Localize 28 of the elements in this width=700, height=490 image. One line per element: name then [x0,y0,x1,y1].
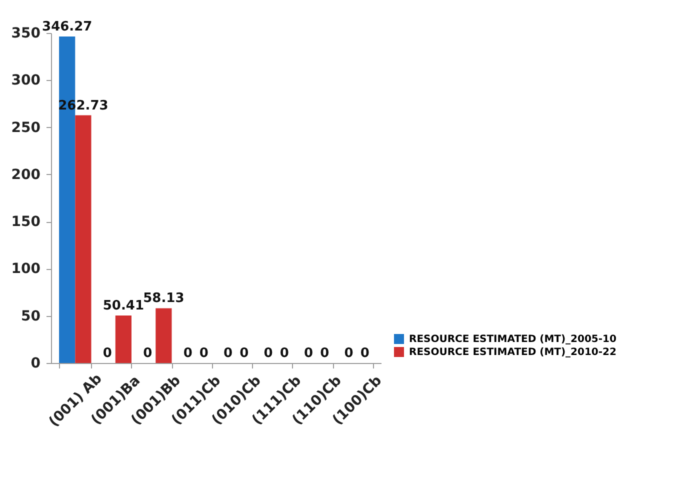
y-tick-label: 300 [11,72,41,89]
data-label: 50.41 [102,298,144,314]
bar [115,315,132,363]
data-label: 0 [264,346,273,361]
legend-label: RESOURCE ESTIMATED (MT)_2010-22 [409,347,616,358]
data-label: 0 [102,346,112,361]
y-tick-label: 150 [11,214,41,230]
data-label: 0 [224,346,233,361]
data-label: 0 [280,346,289,361]
data-label: 0 [344,346,354,361]
data-label: 0 [183,346,192,361]
data-label: 0 [320,346,330,361]
y-tick-label: 350 [11,26,41,42]
data-label: 346.27 [42,20,92,35]
y-tick-label: 100 [11,261,41,278]
legend-label: RESOURCE ESTIMATED (MT)_2005-10 [409,334,616,345]
data-label: 0 [360,346,370,361]
y-tick-label: 250 [11,120,41,136]
data-label: 0 [143,346,152,361]
bar [156,308,172,363]
bar [75,115,92,363]
data-label: 0 [199,346,208,361]
y-tick-label: 50 [21,308,41,324]
data-label: 0 [304,346,314,361]
data-label: 0 [240,346,249,361]
y-tick-label: 200 [11,166,41,183]
data-label: 58.13 [143,291,184,306]
y-tick-label: 0 [30,356,41,372]
